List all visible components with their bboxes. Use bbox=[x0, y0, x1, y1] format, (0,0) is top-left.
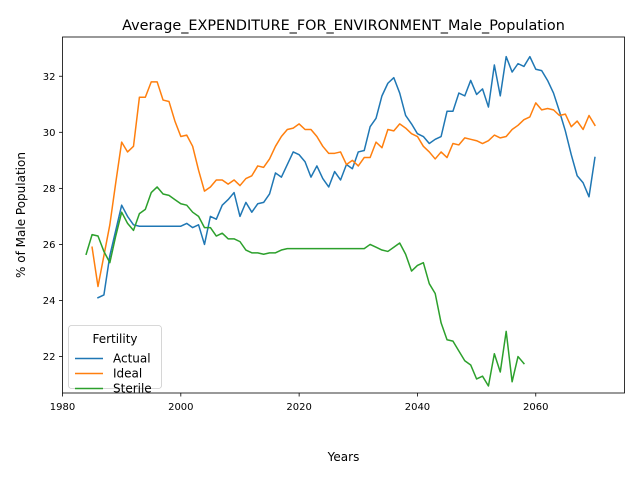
legend-label-ideal: Ideal bbox=[113, 367, 142, 381]
x-tick-label: 2020 bbox=[286, 402, 311, 413]
y-tick-label: 24 bbox=[43, 296, 56, 307]
x-tick-label: 2060 bbox=[523, 402, 548, 413]
series-line-ideal bbox=[92, 82, 595, 287]
y-axis: 22 24 26 28 30 32 bbox=[43, 72, 63, 363]
x-axis-label: Years bbox=[327, 450, 360, 464]
x-tick-label: 2000 bbox=[168, 402, 193, 413]
x-tick-label: 1980 bbox=[50, 402, 75, 413]
y-tick-label: 32 bbox=[43, 72, 56, 83]
x-tick-label: 2040 bbox=[405, 402, 430, 413]
series-line-actual bbox=[98, 57, 595, 298]
legend-title: Fertility bbox=[92, 332, 137, 346]
y-tick-label: 28 bbox=[43, 184, 56, 195]
legend-label-sterile: Sterile bbox=[113, 382, 152, 396]
y-tick-label: 30 bbox=[43, 128, 56, 139]
plot-lines bbox=[86, 57, 595, 386]
x-axis: 1980 2000 2020 2040 2060 bbox=[50, 393, 549, 413]
legend-label-actual: Actual bbox=[113, 352, 151, 366]
y-axis-label: % of Male Population bbox=[14, 152, 28, 278]
chart-title: Average_EXPENDITURE_FOR_ENVIRONMENT_Male… bbox=[122, 18, 565, 34]
y-tick-label: 26 bbox=[43, 240, 56, 251]
y-tick-label: 22 bbox=[43, 352, 56, 363]
